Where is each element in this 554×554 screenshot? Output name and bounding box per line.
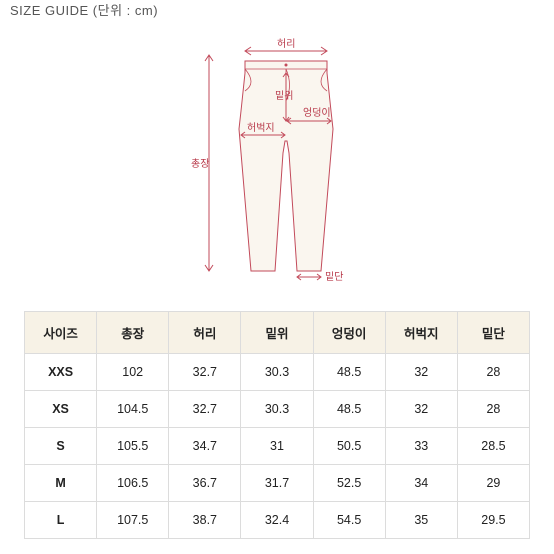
col-hip: 엉덩이	[313, 312, 385, 354]
cell: 48.5	[313, 391, 385, 428]
cell-size: L	[25, 502, 97, 539]
cell: 30.3	[241, 354, 313, 391]
cell: 29	[457, 465, 529, 502]
label-thigh: 허벅지	[247, 122, 275, 134]
cell: 105.5	[97, 428, 169, 465]
page-title: SIZE GUIDE (단위 : cm)	[0, 0, 554, 25]
cell: 32	[385, 391, 457, 428]
table-row: S 105.5 34.7 31 50.5 33 28.5	[25, 428, 530, 465]
cell: 32.7	[169, 391, 241, 428]
cell: 48.5	[313, 354, 385, 391]
table-header-row: 사이즈 총장 허리 밑위 엉덩이 허벅지 밑단	[25, 312, 530, 354]
size-table: 사이즈 총장 허리 밑위 엉덩이 허벅지 밑단 XXS 102 32.7 30.…	[24, 311, 530, 539]
cell-size: S	[25, 428, 97, 465]
cell: 34.7	[169, 428, 241, 465]
cell: 28	[457, 391, 529, 428]
col-length: 총장	[97, 312, 169, 354]
pants-diagram-container: 총장 허리 밑위 엉덩이	[0, 25, 554, 311]
cell: 35	[385, 502, 457, 539]
cell-size: M	[25, 465, 97, 502]
table-row: M 106.5 36.7 31.7 52.5 34 29	[25, 465, 530, 502]
cell: 54.5	[313, 502, 385, 539]
col-rise: 밑위	[241, 312, 313, 354]
cell: 32.4	[241, 502, 313, 539]
col-waist: 허리	[169, 312, 241, 354]
cell: 31	[241, 428, 313, 465]
cell: 102	[97, 354, 169, 391]
cell: 107.5	[97, 502, 169, 539]
cell: 34	[385, 465, 457, 502]
table-row: XXS 102 32.7 30.3 48.5 32 28	[25, 354, 530, 391]
cell: 31.7	[241, 465, 313, 502]
pants-measurement-diagram: 총장 허리 밑위 엉덩이	[147, 33, 407, 293]
cell: 33	[385, 428, 457, 465]
cell: 30.3	[241, 391, 313, 428]
col-thigh: 허벅지	[385, 312, 457, 354]
label-hip: 엉덩이	[303, 107, 331, 119]
col-hem: 밑단	[457, 312, 529, 354]
cell: 28	[457, 354, 529, 391]
table-row: L 107.5 38.7 32.4 54.5 35 29.5	[25, 502, 530, 539]
cell: 28.5	[457, 428, 529, 465]
cell: 32.7	[169, 354, 241, 391]
cell: 106.5	[97, 465, 169, 502]
cell: 104.5	[97, 391, 169, 428]
col-size: 사이즈	[25, 312, 97, 354]
cell: 38.7	[169, 502, 241, 539]
cell: 50.5	[313, 428, 385, 465]
label-waist: 허리	[277, 38, 295, 50]
table-row: XS 104.5 32.7 30.3 48.5 32 28	[25, 391, 530, 428]
label-rise: 밑위	[275, 89, 293, 102]
cell: 36.7	[169, 465, 241, 502]
cell: 52.5	[313, 465, 385, 502]
cell: 29.5	[457, 502, 529, 539]
label-hem: 밑단	[325, 271, 343, 283]
size-table-container: 사이즈 총장 허리 밑위 엉덩이 허벅지 밑단 XXS 102 32.7 30.…	[0, 311, 554, 539]
cell: 32	[385, 354, 457, 391]
label-length: 총장	[191, 158, 209, 170]
cell-size: XS	[25, 391, 97, 428]
cell-size: XXS	[25, 354, 97, 391]
